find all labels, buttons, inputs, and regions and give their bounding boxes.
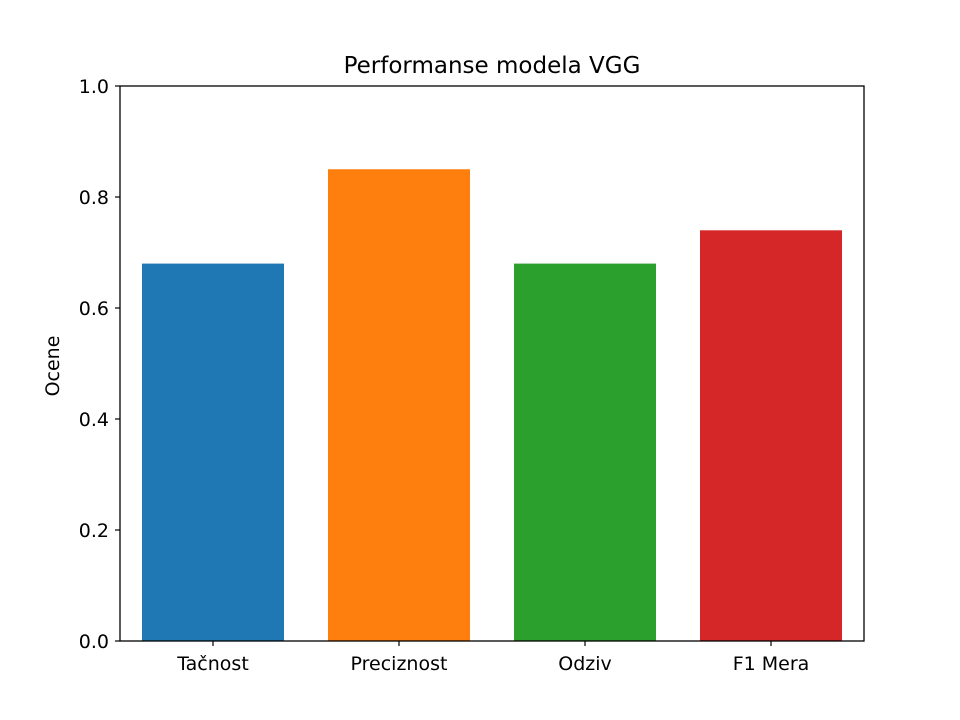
y-axis-label: Ocene [42, 336, 64, 397]
y-tick-label: 0.6 [79, 298, 109, 320]
bar [328, 169, 470, 641]
x-tick-label: Preciznost [351, 653, 448, 675]
y-tick-label: 0.8 [79, 187, 109, 209]
chart-title: Performanse modela VGG [344, 53, 641, 79]
y-tick-label: 1.0 [79, 76, 109, 98]
y-tick-label: 0.2 [79, 520, 109, 542]
y-tick-label: 0.0 [79, 631, 109, 653]
bar [142, 263, 284, 641]
y-ticks: 0.0 0.2 0.4 0.6 0.8 1.0 [79, 76, 120, 653]
bar [514, 263, 656, 641]
y-tick-label: 0.4 [79, 409, 109, 431]
x-ticks: Tačnost Preciznost Odziv F1 Mera [176, 641, 809, 675]
plot-frame [119, 85, 865, 642]
bars-layer [142, 169, 842, 642]
x-tick-label: Odziv [558, 653, 612, 675]
x-tick-label: Tačnost [176, 653, 249, 675]
bar [700, 230, 842, 642]
x-tick-label: F1 Mera [733, 653, 810, 675]
